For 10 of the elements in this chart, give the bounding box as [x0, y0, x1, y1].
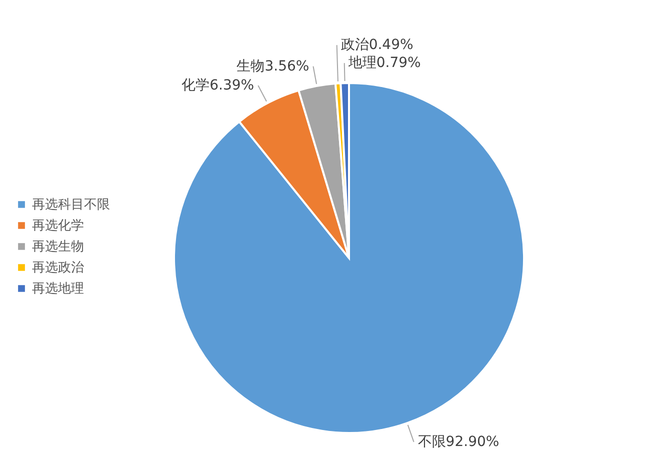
- data-label: 不限92.90%: [418, 434, 500, 450]
- legend-label: 再选地理: [32, 282, 84, 296]
- legend-label: 再选化学: [32, 218, 84, 234]
- legend-label: 再选科目不限: [32, 198, 110, 212]
- data-label: 化学6.39%: [182, 77, 254, 94]
- data-label: 地理0.79%: [347, 55, 421, 72]
- data-label: 生物3.56%: [236, 58, 310, 74]
- data-label: 政治0.49%: [340, 37, 414, 54]
- legend-label: 再选政治: [32, 260, 84, 276]
- legend-label: 再选生物: [32, 240, 84, 254]
